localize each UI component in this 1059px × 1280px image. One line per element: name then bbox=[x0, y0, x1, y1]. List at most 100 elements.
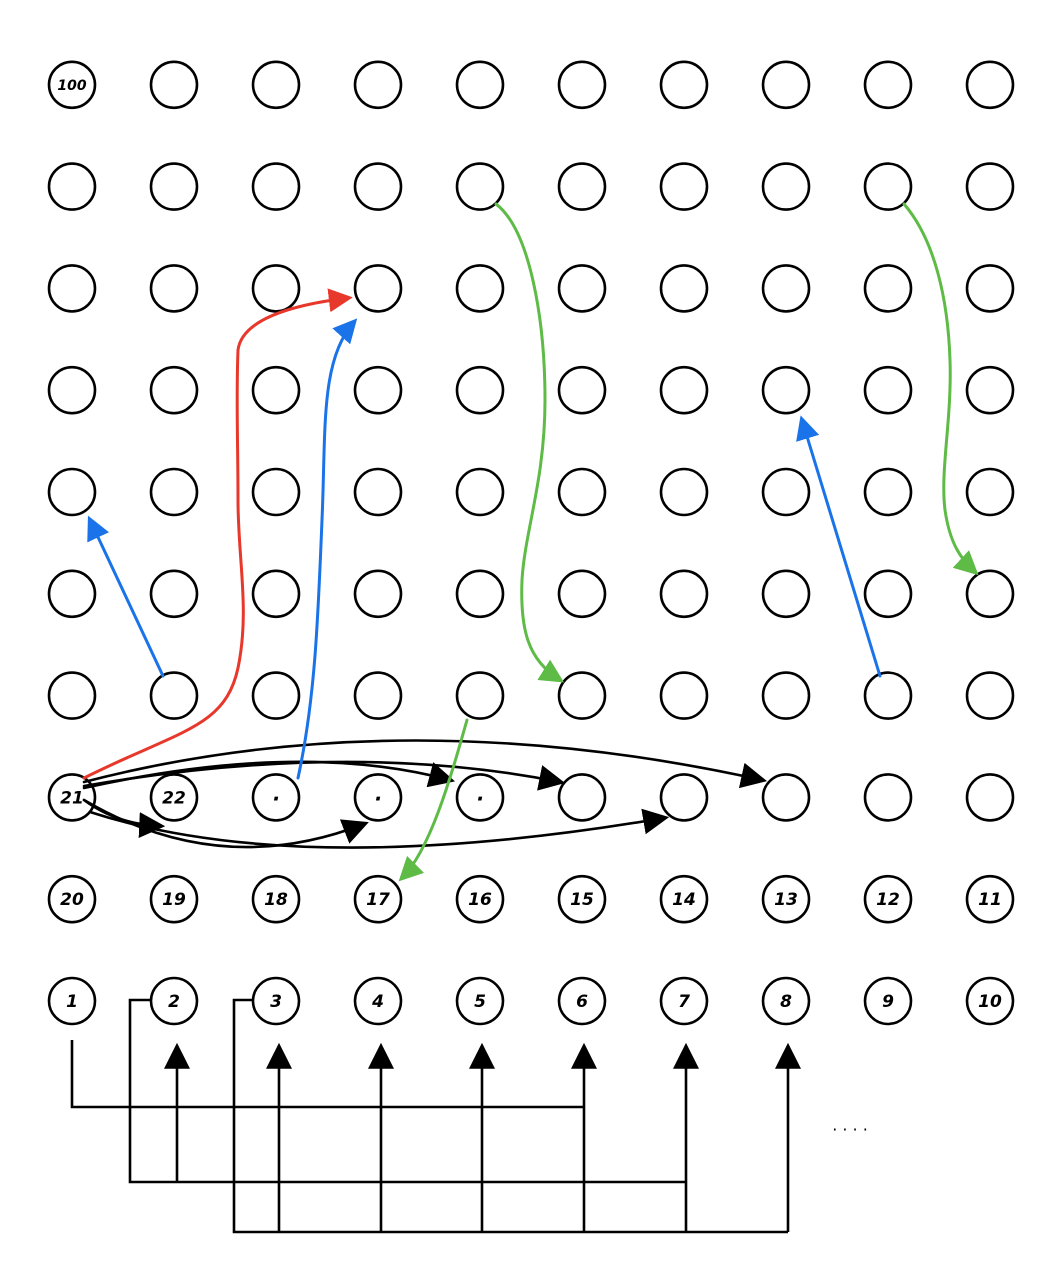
cell-circle bbox=[659, 162, 709, 211]
board-cell bbox=[47, 467, 97, 517]
board-cell bbox=[47, 569, 97, 619]
cell-label: 3 bbox=[270, 992, 282, 1012]
cell-circle bbox=[659, 773, 709, 822]
board-cell bbox=[251, 365, 301, 415]
cell-circle bbox=[149, 976, 199, 1026]
board-cell bbox=[761, 162, 811, 211]
cell-circle bbox=[149, 264, 199, 313]
board-cell bbox=[47, 264, 97, 313]
cell-circle bbox=[863, 874, 913, 924]
board-cell bbox=[47, 365, 97, 415]
cell-circle bbox=[863, 569, 913, 619]
cell-circle bbox=[761, 60, 811, 110]
cell-circle bbox=[455, 467, 505, 517]
cell-label: 7 bbox=[678, 992, 690, 1012]
board-cell bbox=[353, 365, 403, 415]
cell-circle bbox=[455, 162, 505, 211]
board-cell bbox=[251, 60, 301, 110]
board-cell: 8 bbox=[761, 976, 811, 1026]
board-cell: 100 bbox=[47, 60, 97, 110]
cell-label: 14 bbox=[672, 890, 696, 910]
board-cell bbox=[863, 671, 913, 720]
cell-circle bbox=[251, 365, 301, 415]
cell-circle bbox=[557, 569, 607, 619]
board-cell bbox=[455, 264, 505, 313]
cell-circle bbox=[659, 874, 709, 924]
cell-label: 17 bbox=[366, 890, 390, 910]
board-cell: 10 bbox=[965, 976, 1015, 1026]
cell-label: 20 bbox=[60, 890, 84, 910]
cell-circle bbox=[47, 365, 97, 415]
board-cell: 9 bbox=[863, 976, 913, 1026]
board-cell bbox=[455, 671, 505, 720]
board-cell bbox=[761, 60, 811, 110]
board-cell: 22 bbox=[149, 773, 199, 822]
cell-label: 100 bbox=[57, 78, 86, 94]
board-cell bbox=[251, 467, 301, 517]
board-cell bbox=[659, 60, 709, 110]
board-cell bbox=[455, 365, 505, 415]
cell-circle bbox=[353, 365, 403, 415]
cell-circle bbox=[149, 773, 199, 822]
move-arrow-21-to-25 bbox=[82, 760, 566, 791]
board-cell bbox=[557, 264, 607, 313]
board-cell: · bbox=[455, 773, 505, 822]
cell-circle bbox=[47, 60, 97, 110]
ladder-arrow-blue-from-32 bbox=[87, 515, 165, 678]
cell-circle bbox=[659, 976, 709, 1026]
cell-label: 12 bbox=[876, 890, 900, 910]
cell-circle bbox=[251, 773, 301, 822]
cell-circle bbox=[761, 365, 811, 415]
board-cell bbox=[557, 569, 607, 619]
cell-circle bbox=[965, 671, 1015, 720]
board-cell: 17 bbox=[353, 874, 403, 924]
board-cell: 5 bbox=[455, 976, 505, 1026]
tree-connector-from-3 bbox=[232, 998, 788, 1234]
cell-label: · bbox=[272, 786, 280, 810]
cell-circle bbox=[965, 365, 1015, 415]
cell-label: 10 bbox=[978, 992, 1002, 1012]
cell-circle bbox=[149, 365, 199, 415]
move-arrow-21-to-26 bbox=[88, 808, 670, 849]
cell-circle bbox=[557, 162, 607, 211]
board-cell: 1 bbox=[47, 976, 97, 1026]
board-cell bbox=[965, 773, 1015, 822]
board-cell bbox=[863, 60, 913, 110]
cell-circle bbox=[761, 162, 811, 211]
cell-circle bbox=[863, 162, 913, 211]
cell-circle bbox=[353, 264, 403, 313]
cell-circle bbox=[251, 671, 301, 720]
board-cell bbox=[761, 365, 811, 415]
board-cell bbox=[149, 569, 199, 619]
board-cell bbox=[965, 264, 1015, 313]
cell-circle bbox=[863, 365, 913, 415]
cell-circle bbox=[149, 162, 199, 211]
cell-circle bbox=[863, 671, 913, 720]
board-cell bbox=[251, 671, 301, 720]
cell-circle bbox=[47, 467, 97, 517]
board-cell bbox=[659, 671, 709, 720]
board-cell bbox=[557, 60, 607, 110]
board-cell: 18 bbox=[251, 874, 301, 924]
board-cell bbox=[353, 60, 403, 110]
board-cell bbox=[965, 162, 1015, 211]
cell-circle bbox=[659, 264, 709, 313]
tree-connector-from-1 bbox=[70, 1040, 584, 1109]
snake-arrow-green-from-36 bbox=[398, 718, 469, 882]
board-cell bbox=[761, 569, 811, 619]
board-cell bbox=[863, 365, 913, 415]
board-cell bbox=[149, 467, 199, 517]
cell-label: 18 bbox=[264, 890, 288, 910]
cell-circle bbox=[455, 569, 505, 619]
cell-circle bbox=[761, 569, 811, 619]
cell-label: · bbox=[374, 786, 382, 810]
board-cell bbox=[863, 467, 913, 517]
board-cell bbox=[149, 264, 199, 313]
board-cell bbox=[353, 162, 403, 211]
cell-label: · bbox=[476, 786, 484, 810]
board-cell bbox=[47, 162, 97, 211]
board-cell: 3 bbox=[251, 976, 301, 1026]
board-cell bbox=[863, 773, 913, 822]
